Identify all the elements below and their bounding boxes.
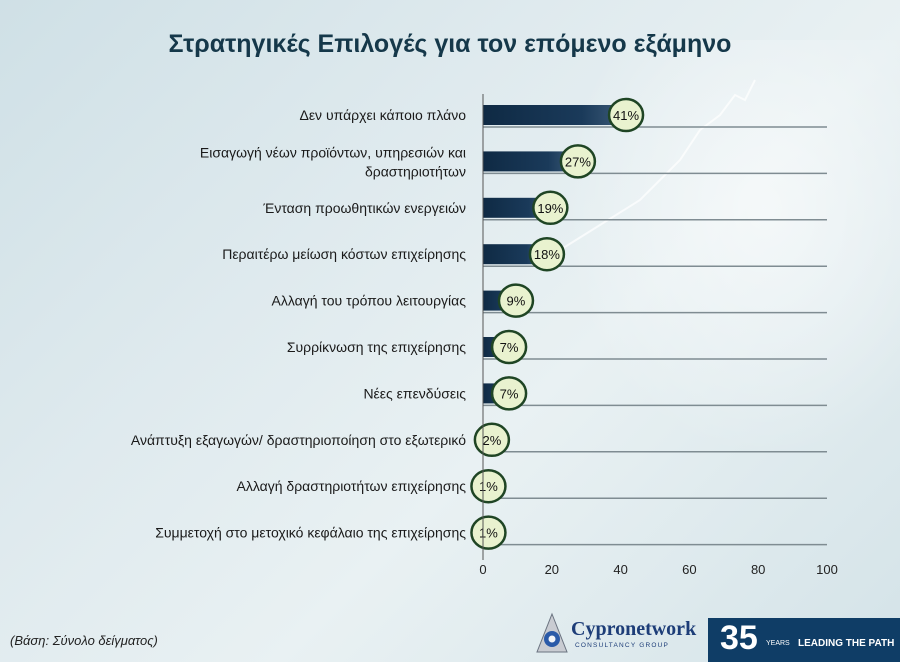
value-label: 7% — [500, 340, 519, 355]
logo-company-name: Cypronetwork — [571, 618, 697, 640]
category-label: Αλλαγή δραστηριοτήτων επιχείρησης — [237, 478, 467, 494]
x-tick-label: 40 — [613, 562, 627, 577]
company-logo: Cypronetwork CONSULTANCY GROUP — [535, 612, 705, 658]
value-label: 18% — [534, 247, 560, 262]
bar — [483, 151, 576, 172]
value-label: 7% — [500, 386, 519, 401]
value-labels: 41% 27% 19% 18% 9% 7% 7% 2% 1% 1% — [470, 97, 645, 550]
value-bubble — [490, 329, 528, 365]
x-tick-label: 60 — [682, 562, 696, 577]
x-axis: 0 20 40 60 80 100 — [479, 94, 838, 577]
anniversary-banner: 35 YEARS LEADING THE PATH — [708, 618, 900, 662]
value-label: 2% — [482, 433, 501, 448]
chart-title: Στρατηγικές Επιλογές για τον επόμενο εξά… — [168, 30, 732, 58]
value-bubble — [532, 190, 569, 226]
value-label: 19% — [537, 201, 563, 216]
category-label: Συμμετοχή στο μετοχικό κεφάλαιο της επιχ… — [155, 525, 466, 541]
category-label: Συρρίκνωση της επιχείρησης — [287, 339, 466, 355]
footnote: (Βάση: Σύνολο δείγματος) — [10, 633, 158, 648]
category-label: Νέες επενδύσεις — [363, 385, 466, 401]
x-tick-label: 100 — [816, 562, 838, 577]
value-bubble — [490, 376, 528, 411]
bars — [483, 105, 625, 543]
value-label: 27% — [565, 154, 591, 169]
background-trend-line — [559, 79, 756, 251]
category-label: Εισαγωγή νέων προϊόντων, υπηρεσιών και δρ… — [200, 144, 466, 179]
x-tick-label: 0 — [479, 562, 486, 577]
value-bubble — [559, 144, 597, 179]
slogan: LEADING THE PATH — [798, 638, 895, 649]
value-label: 1% — [479, 479, 498, 494]
value-label: 9% — [507, 294, 526, 309]
category-labels: Δεν υπάρχει κάποιο πλάνο Εισαγωγή νέων πρ… — [131, 107, 466, 541]
value-bubble — [528, 236, 566, 272]
category-label: Ανάπτυξη εξαγωγών/ δραστηριοποίηση στο ε… — [131, 432, 466, 448]
category-label: Δεν υπάρχει κάποιο πλάνο — [299, 107, 466, 123]
value-label: 41% — [613, 108, 639, 123]
value-bubble — [470, 515, 507, 550]
value-label: 1% — [479, 526, 498, 541]
years-word: YEARS — [766, 640, 790, 647]
category-label: Περαιτέρω μείωση κόστων επιχείρησης — [222, 246, 466, 262]
bar — [483, 197, 549, 218]
row-separators — [483, 126, 827, 546]
bar — [483, 105, 625, 125]
category-label: Αλλαγή του τρόπου λειτουργίας — [272, 293, 467, 309]
logo-company-sub: CONSULTANCY GROUP — [575, 642, 670, 649]
years-number: 35 — [720, 619, 758, 657]
x-tick-label: 20 — [545, 562, 559, 577]
value-bubble — [497, 283, 535, 318]
category-label: Ένταση προωθητικών ενεργειών — [262, 200, 466, 216]
logo-emblem-icon — [536, 612, 568, 653]
value-bubble — [607, 97, 645, 133]
trend-line — [559, 79, 756, 251]
value-bubble — [470, 468, 507, 504]
x-tick-label: 80 — [751, 562, 765, 577]
